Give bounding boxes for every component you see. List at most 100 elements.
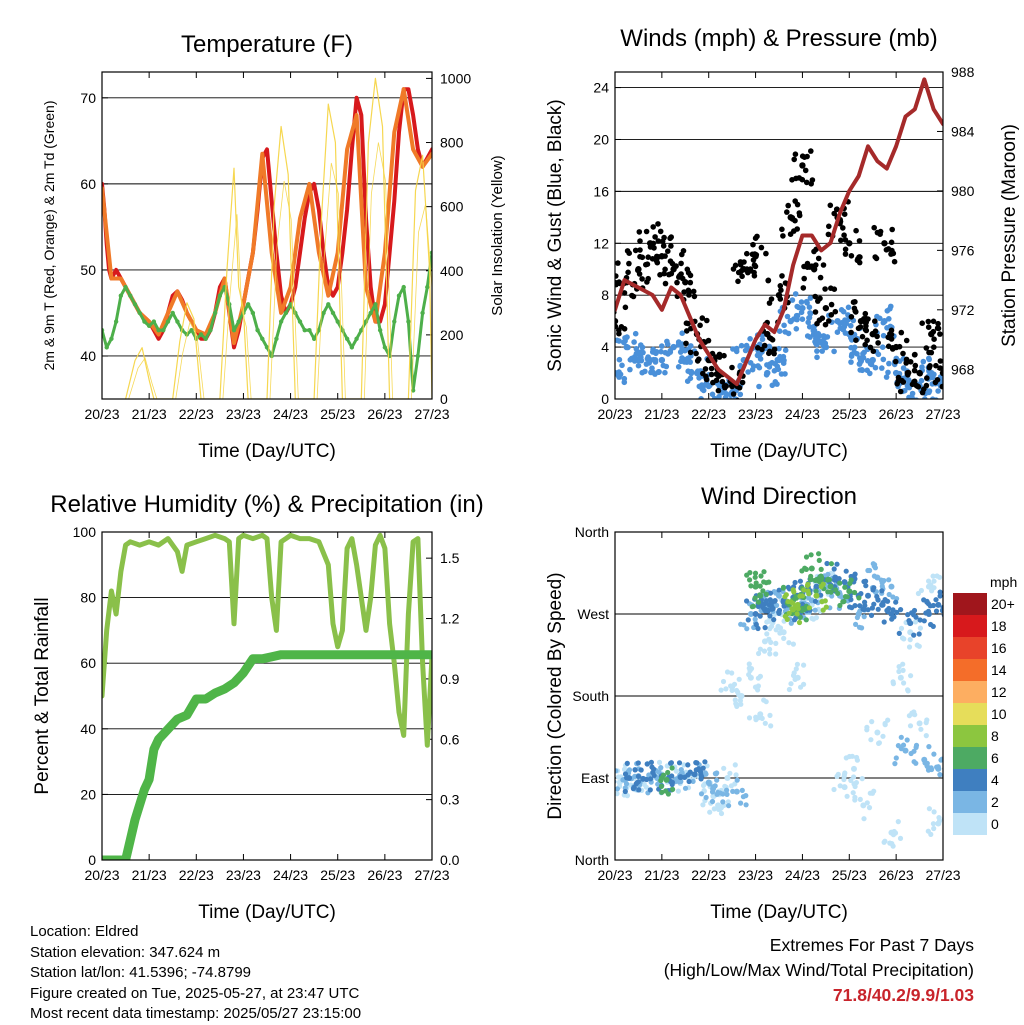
data-point-2m-td [307,327,312,333]
data-point-6 [837,580,843,586]
data-point-0 [916,720,923,727]
data-point-6 [803,566,810,573]
data-point-8 [818,583,824,590]
plot-frame [101,531,433,861]
data-point-0 [761,648,768,654]
data-point-gust [838,237,844,244]
x-tick-label: 24/23 [273,406,308,422]
data-point-0 [896,664,902,670]
data-point-2 [743,802,749,808]
y2-tick-label: 0.6 [440,731,460,747]
data-point-gust [822,286,828,292]
data-point-gust [621,290,628,296]
data-point-2m-td [165,319,171,324]
data-point-4 [937,589,943,595]
data-point-gust [622,304,629,311]
x-tick-label: 23/23 [738,867,773,883]
x-tick-label: 21/23 [132,867,167,883]
data-point-gust [751,269,757,276]
data-point-8 [806,591,812,597]
data-point-4 [687,769,693,775]
data-point-0 [700,782,707,789]
data-point-sonic-wind [649,365,655,372]
data-point-4 [776,587,782,593]
data-point-gust [615,317,619,325]
data-point-0 [931,825,937,832]
y2-axis-label: Solar Insolation (Yellow) [489,155,506,315]
data-point-0 [757,646,764,652]
data-point-gust [945,389,951,395]
data-point-2m-td [425,284,430,290]
data-point-4 [785,584,791,590]
data-point-sonic-wind [845,304,852,311]
data-point-6 [827,583,834,590]
data-point-gust [752,235,759,241]
y2-tick-label: 0.0 [440,852,460,868]
data-point-0 [809,615,815,622]
x-tick-label: 24/23 [785,406,820,422]
data-point-gust [685,287,692,294]
data-point-gust [911,378,917,385]
data-point-sonic-wind [781,322,787,329]
data-point-sonic-wind [745,369,751,375]
data-point-gust [903,356,910,363]
data-point-0 [905,687,911,693]
data-point-gust [651,245,657,251]
data-point-gust [914,383,921,390]
data-point-sonic-wind [865,358,871,364]
data-point-0 [746,661,752,667]
data-point-gust [655,221,661,227]
data-point-gust [919,389,926,396]
data-point-gust [825,231,832,238]
data-point-gust [931,336,937,343]
data-point-4 [812,598,819,604]
data-point-2 [615,779,617,784]
data-point-gust [784,209,790,215]
data-point-sonic-wind [631,358,638,364]
data-point-gust [826,318,832,324]
data-point-gust [708,365,715,372]
x-tick-label: 25/23 [832,406,867,422]
plot-frame [101,71,433,400]
data-point-gust [637,253,643,260]
data-point-0 [756,650,762,657]
x-tick-label: 26/23 [879,867,914,883]
data-point-gust [691,293,698,300]
data-point-0 [867,790,873,796]
data-point-sonic-wind [784,313,791,320]
data-point-4 [848,597,854,603]
y-tick-label: 40 [80,348,96,364]
data-point-4 [861,606,867,613]
y2-tick-label: 1.2 [440,611,460,627]
data-point-sonic-wind [867,370,873,377]
data-point-4 [880,602,886,608]
data-point-4 [911,632,917,638]
data-point-2m-td [344,336,350,341]
data-point-2 [895,743,902,749]
data-point-2m-td [128,293,133,298]
data-point-0 [767,712,773,719]
data-point-2m-td [382,345,388,350]
data-point-gust [684,328,690,334]
data-point-gust [875,340,881,346]
chart-title: Winds (mph) & Pressure (mb) [620,25,937,52]
data-point-0 [908,673,914,679]
data-point-gust [815,298,821,304]
data-point-gust [917,370,923,377]
data-point-0 [773,627,779,633]
data-point-4 [885,608,891,615]
data-point-2 [788,620,794,626]
data-point-2m-td [231,327,237,333]
data-point-gust [721,352,727,359]
data-point-4 [676,760,683,766]
legend-swatch [953,593,987,615]
data-point-gust [937,365,943,371]
data-point-gust [673,263,679,269]
data-point-sonic-wind [652,359,659,365]
data-point-0 [755,687,761,693]
extremes-values: 71.8/40.2/9.9/1.03 [832,985,974,1005]
extremes-box: Extremes For Past 7 Days (High/Low/Max W… [664,933,974,1008]
data-point-6 [808,552,814,558]
data-point-4 [924,598,930,604]
data-point-2 [776,592,782,599]
